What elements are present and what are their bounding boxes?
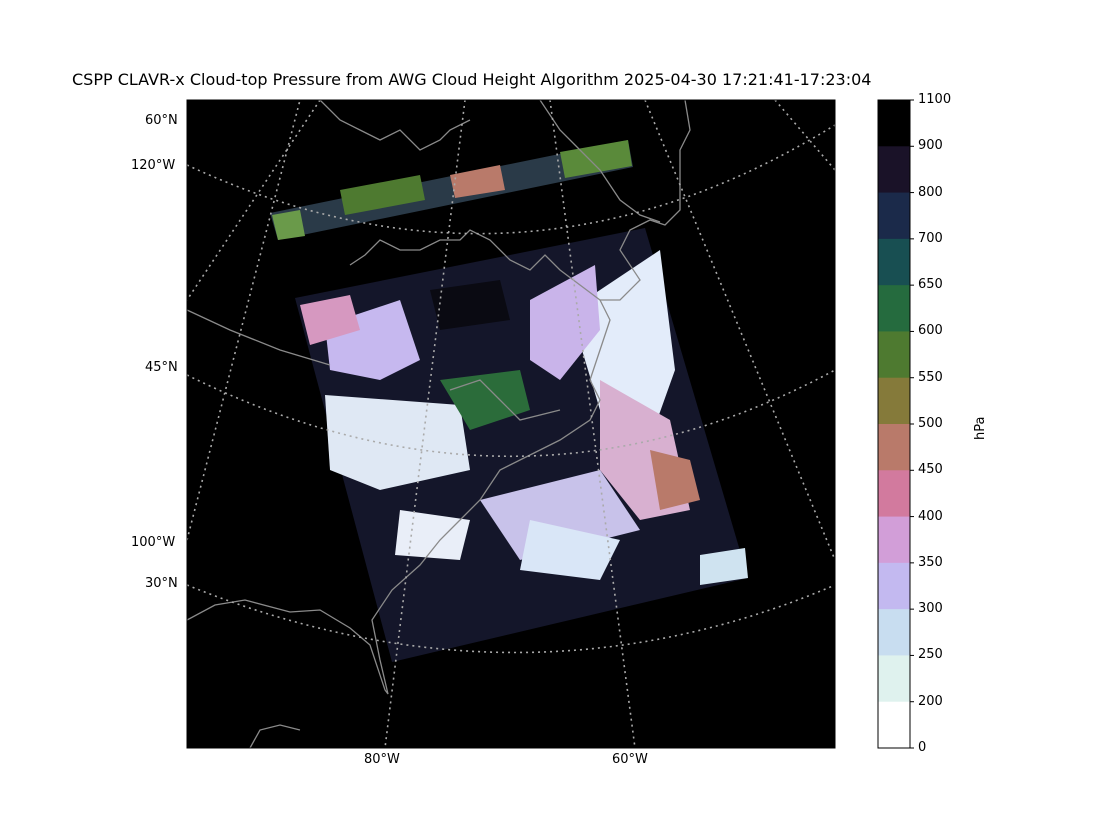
colorbar-frame [877,99,911,749]
colorbar-segment [878,146,910,194]
colorbar-segment [878,331,910,379]
colorbar-segment [878,377,910,425]
colorbar-tick-label: 700 [918,230,943,246]
colorbar-segment [878,562,910,610]
lat-label-30n: 30°N [145,576,178,591]
colorbar-tick-label: 250 [918,647,943,663]
lat-label-60n: 60°N [145,113,178,128]
map-frame [186,99,836,749]
colorbar-segment [878,285,910,332]
colorbar-segment [878,424,910,471]
colorbar-segment [878,655,910,703]
colorbar-tick-label: 550 [918,369,943,385]
lon-label-80w: 80°W [364,752,400,767]
colorbar-segment [878,100,910,147]
colorbar-tick-label: 0 [918,740,927,755]
lat-label-45n: 45°N [145,360,178,375]
colorbar [878,99,914,749]
graticule [187,100,835,748]
colorbar-tick-label: 200 [918,693,943,709]
colorbar-tick-label: 500 [918,416,943,431]
colorbar-tick-label: 600 [918,323,943,339]
lon-label-60w: 60°W [612,752,648,767]
colorbar-tick-label: 400 [918,508,943,524]
colorbar-tick-label: 300 [918,601,943,617]
colorbar-tick-label: 450 [918,462,943,478]
coastlines [187,100,691,748]
colorbar-segment [878,470,910,518]
colorbar-tick-label: 800 [918,184,943,200]
colorbar-tick-label: 350 [918,554,943,570]
colorbar-label: hPa [973,416,988,440]
upper-swath [270,140,633,240]
chart-title: CSPP CLAVR-x Cloud-top Pressure from AWG… [72,70,872,89]
colorbar-tick-label: 650 [918,277,943,293]
colorbar-segment [878,238,910,286]
colorbar-tick-label: 1100 [918,92,952,107]
lon-label-120w: 120°W [131,158,176,173]
colorbar-segment [878,516,910,564]
colorbar-segment [878,701,910,749]
colorbar-segment [878,609,910,656]
colorbar-segment [878,192,910,240]
lon-label-100w: 100°W [131,535,176,550]
colorbar-tick-label: 900 [918,138,943,154]
